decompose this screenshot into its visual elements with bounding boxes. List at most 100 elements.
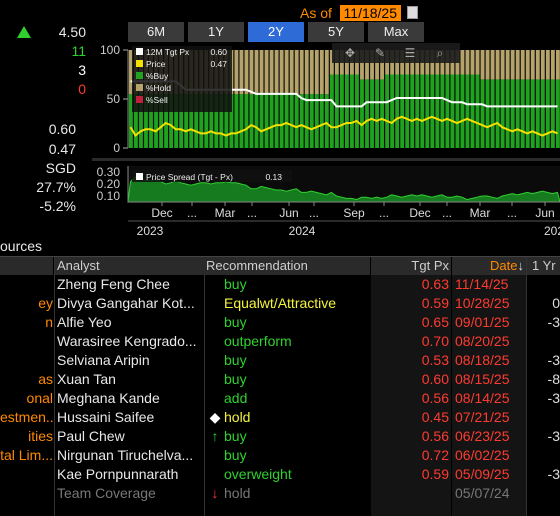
legend-value: 0.60 bbox=[210, 47, 227, 57]
column-divider bbox=[204, 257, 205, 516]
calendar-icon[interactable] bbox=[406, 6, 418, 19]
buy-bar bbox=[319, 94, 324, 148]
crosshair-icon[interactable]: ✥ bbox=[345, 46, 355, 60]
analyst-cell: Paul Chew bbox=[57, 428, 125, 444]
analyst-cell: Divya Gangahar Kot... bbox=[57, 295, 195, 311]
buy-bar bbox=[555, 79, 560, 148]
x-year-label: 2024 bbox=[289, 224, 316, 238]
legend-label: 12M Tgt Px bbox=[146, 47, 190, 57]
target-price-cell bbox=[372, 484, 449, 503]
recommendation-cell: add bbox=[206, 389, 371, 408]
table-row[interactable]: ey Divya Gangahar Kot... Equalwt/Attractiv… bbox=[0, 294, 560, 313]
hold-bar bbox=[239, 50, 244, 95]
buy-bar bbox=[470, 74, 475, 148]
x-month-label: ... bbox=[507, 206, 517, 220]
table-row[interactable]: Kae Pornpunnarath overweight 0.59 05/09/25 -… bbox=[0, 465, 560, 484]
hold-bar bbox=[279, 50, 284, 95]
hold-bar bbox=[530, 50, 535, 80]
buy-bar bbox=[229, 94, 234, 148]
up-arrow-icon bbox=[17, 26, 31, 38]
legend-swatch bbox=[136, 84, 143, 91]
buy-bar bbox=[545, 79, 550, 148]
table-row[interactable]: ities Paul Chew ↑ buy 0.56 06/23/25 -3 bbox=[0, 427, 560, 446]
analyst-cell: Hussaini Saifee bbox=[57, 409, 155, 425]
one-year-cell: -8 bbox=[547, 371, 560, 387]
hold-bar bbox=[249, 50, 254, 95]
period-button-2y[interactable]: 2Y bbox=[248, 22, 304, 42]
source-cell: ey bbox=[38, 295, 53, 311]
buy-bar bbox=[390, 74, 395, 148]
buy-bar bbox=[365, 79, 369, 148]
period-button-5y[interactable]: 5Y bbox=[308, 22, 364, 42]
buy-bar bbox=[139, 94, 143, 148]
column-divider bbox=[526, 257, 527, 516]
period-button-max[interactable]: Max bbox=[368, 22, 424, 42]
buy-bar bbox=[500, 79, 505, 148]
buy-bar bbox=[515, 79, 520, 148]
buy-bar bbox=[475, 74, 480, 148]
draw-icon[interactable]: ✎ bbox=[375, 46, 385, 60]
date-cell: 08/18/25 bbox=[455, 352, 510, 368]
source-cell bbox=[0, 484, 53, 503]
hold-bar bbox=[525, 50, 530, 80]
hold-bar bbox=[470, 50, 475, 75]
table-row[interactable]: Selviana Aripin buy 0.53 08/18/25 -3 bbox=[0, 351, 560, 370]
header-source[interactable] bbox=[0, 257, 53, 275]
spread-legend-swatch bbox=[136, 173, 143, 180]
table-row[interactable]: n Alfie Yeo buy 0.65 09/01/25 -3 bbox=[0, 313, 560, 332]
buy-bar bbox=[294, 94, 299, 148]
spread-legend-box bbox=[132, 170, 292, 182]
analyst-cell: Warasiree Kengrado... bbox=[57, 333, 197, 349]
recommendation-chart[interactable]: 100 50 0 0.300.200.10 12M Tgt Px 0.60 Price 0… bbox=[92, 42, 560, 238]
one-year-cell bbox=[527, 446, 560, 465]
table-row[interactable]: estmen... Hussaini Saifee ◆ hold 0.45 07/21/2… bbox=[0, 408, 560, 427]
analyst-cell: Kae Pornpunnarath bbox=[57, 466, 179, 482]
table-row[interactable]: tal Lim... Nirgunan Tiruchelva... buy 0.72 0… bbox=[0, 446, 560, 465]
hold-bar bbox=[319, 50, 324, 95]
buy-bar bbox=[540, 79, 545, 148]
table-row[interactable]: Zheng Feng Chee buy 0.63 11/14/25 bbox=[0, 275, 560, 294]
recommendation-cell: buy bbox=[206, 446, 371, 465]
table-row[interactable]: as Xuan Tan buy 0.60 08/15/25 -8 bbox=[0, 370, 560, 389]
sort-desc-icon: ↓ bbox=[517, 258, 525, 273]
list-icon[interactable]: ☰ bbox=[405, 46, 416, 60]
date-cell: 05/07/24 bbox=[455, 485, 510, 501]
header-1yr[interactable]: 1 Yr bbox=[527, 257, 560, 275]
period-button-1y[interactable]: 1Y bbox=[188, 22, 244, 42]
spread-y-tick-label: 0.30 bbox=[97, 165, 121, 179]
hold-bar bbox=[490, 50, 495, 80]
header-analyst[interactable]: Analyst bbox=[55, 257, 205, 275]
header-tgt-px[interactable]: Tgt Px bbox=[371, 257, 451, 275]
source-cell: tal Lim... bbox=[0, 447, 53, 463]
date-cell: 08/20/25 bbox=[455, 333, 510, 349]
spread-legend-label: Price Spread (Tgt - Px) bbox=[146, 172, 233, 182]
as-of-date-field[interactable]: 11/18/25 bbox=[339, 5, 401, 21]
table-row[interactable]: Warasiree Kengrado... outperform 0.70 08/20… bbox=[0, 332, 560, 351]
recommendation-label: buy bbox=[224, 352, 247, 368]
one-year-cell: -3 bbox=[547, 314, 560, 330]
period-button-6m[interactable]: 6M bbox=[128, 22, 184, 42]
hold-bar bbox=[480, 50, 485, 80]
current-price: 0.47 bbox=[48, 141, 76, 157]
hold-bar bbox=[329, 50, 334, 75]
hold-bar bbox=[380, 50, 384, 80]
spread-y-tick-label: 0.10 bbox=[97, 189, 121, 203]
zoom-icon[interactable]: ⌕ bbox=[437, 46, 444, 60]
buy-bar bbox=[194, 94, 199, 148]
hold-bar bbox=[520, 50, 525, 80]
table-row[interactable]: Team Coverage ↓ hold 05/07/24 bbox=[0, 484, 560, 503]
legend-label: %Hold bbox=[146, 83, 171, 93]
table-row[interactable]: onal Meghana Kande add 0.56 08/14/25 -3 bbox=[0, 389, 560, 408]
buy-bar bbox=[550, 79, 555, 148]
buy-bar bbox=[445, 74, 450, 148]
hold-bar bbox=[465, 50, 470, 75]
hold-bar bbox=[129, 50, 133, 95]
y-tick-label: 0 bbox=[113, 141, 120, 155]
header-date[interactable]: Date↓ bbox=[452, 257, 526, 275]
buy-bar bbox=[420, 74, 425, 148]
date-cell: 11/14/25 bbox=[455, 276, 509, 292]
header-recommendation[interactable]: Recommendation bbox=[205, 257, 370, 275]
buy-bar bbox=[129, 94, 133, 148]
buy-bar bbox=[179, 94, 184, 148]
date-cell: 05/09/25 bbox=[455, 466, 510, 482]
